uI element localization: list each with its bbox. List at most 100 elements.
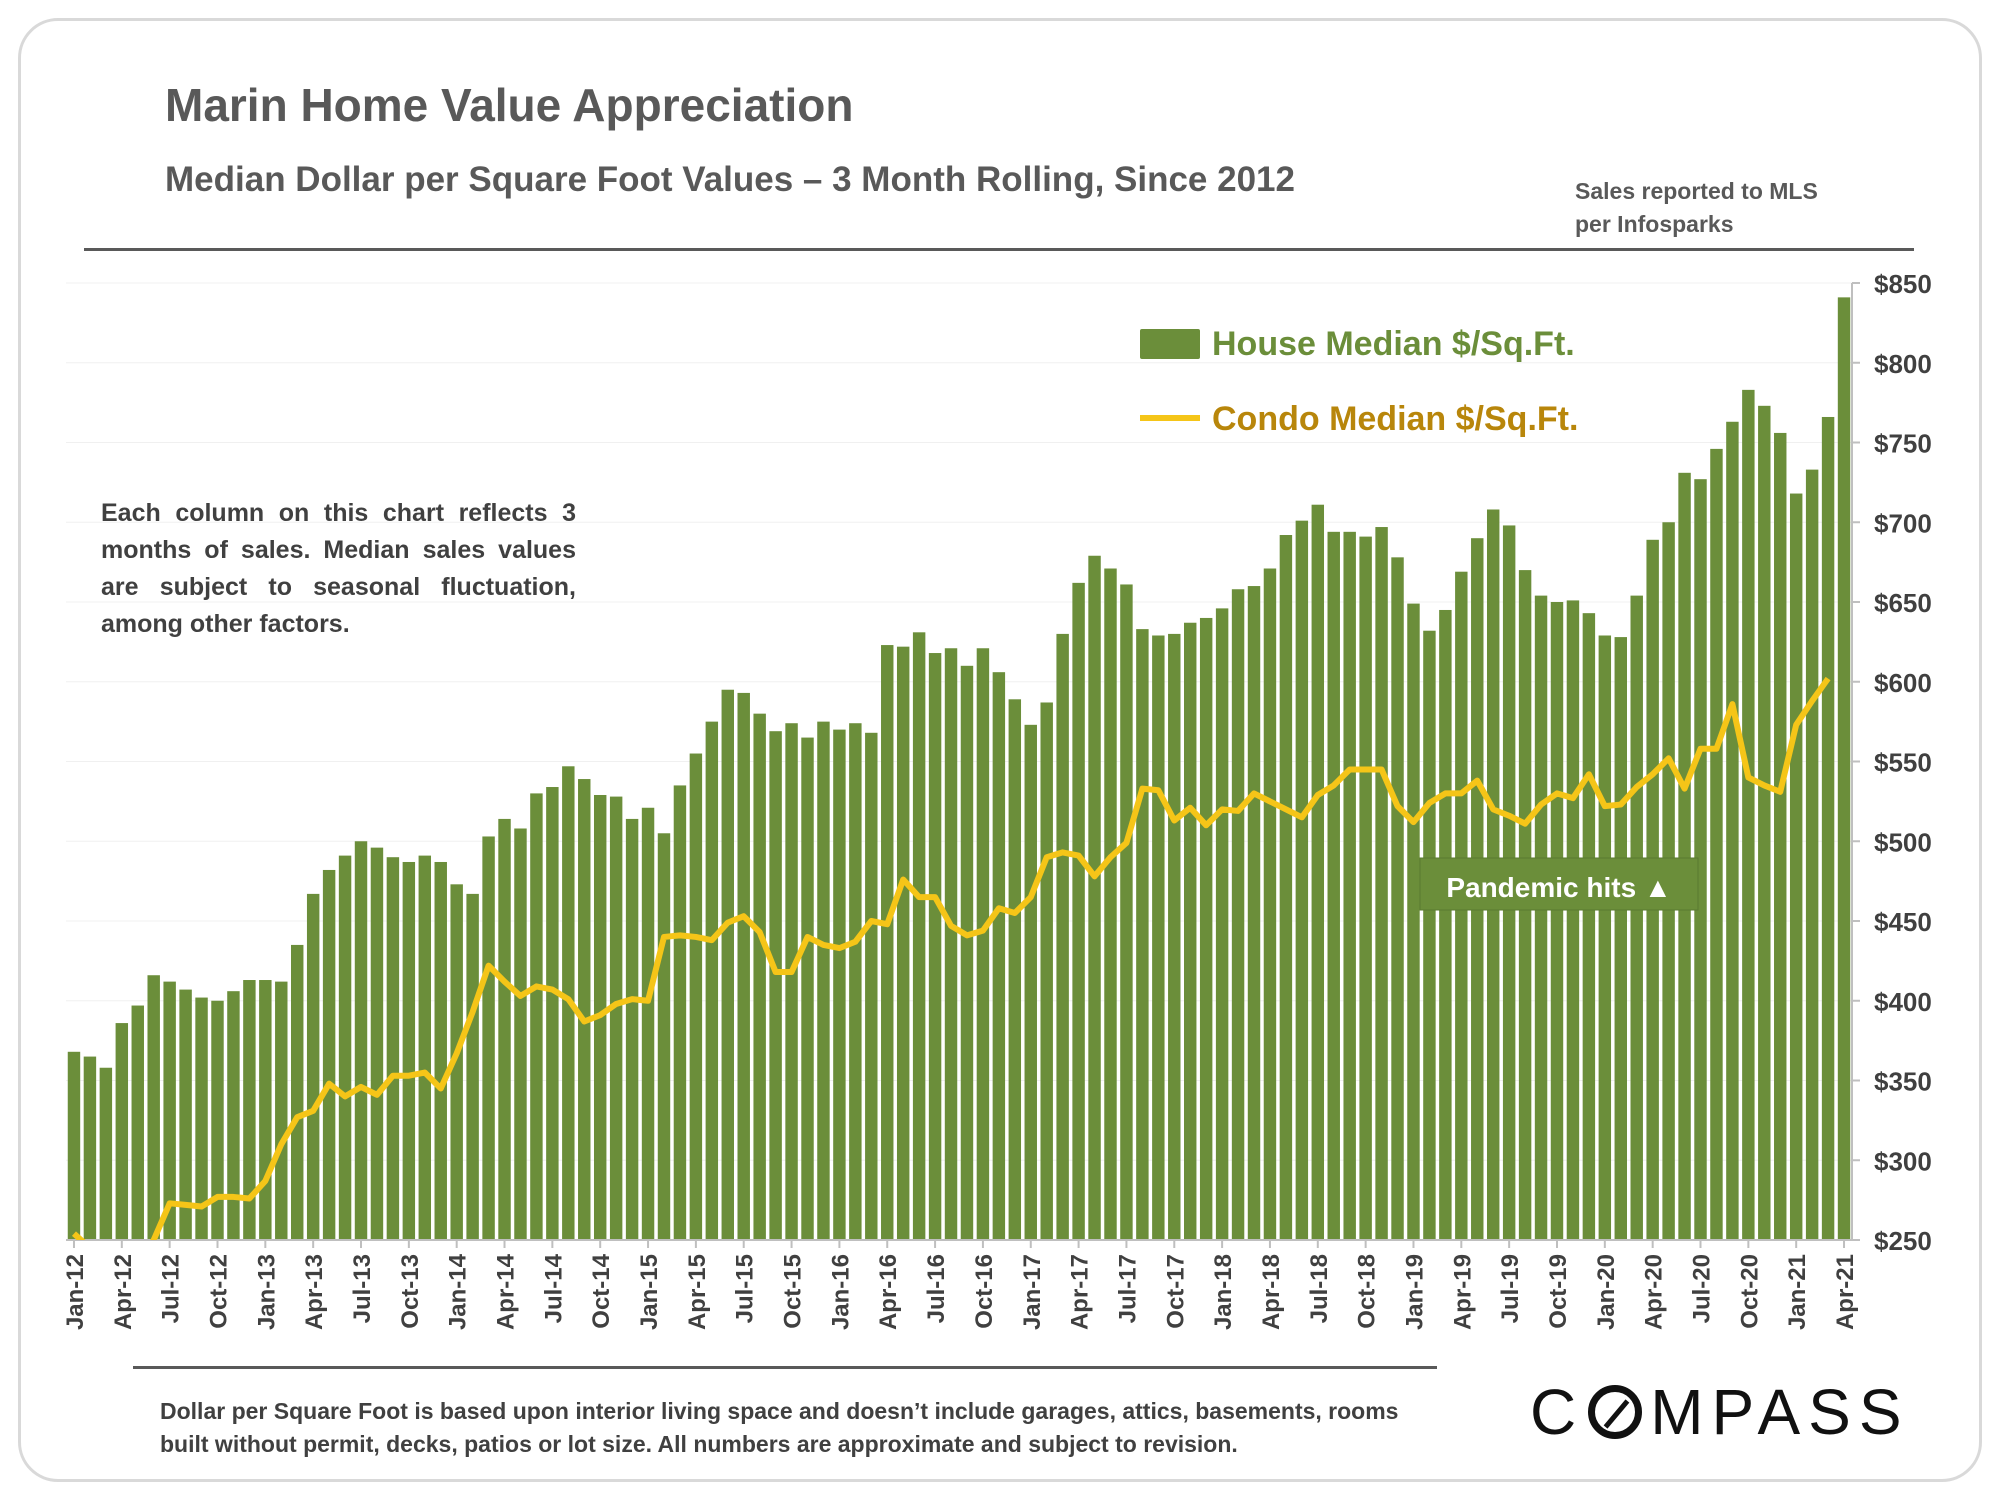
x-tick-label: Jul-12 [158, 1254, 185, 1323]
house-bar [1120, 584, 1133, 1240]
house-bar [482, 836, 495, 1240]
x-tick-label: Jul-19 [1497, 1254, 1524, 1323]
house-bar [1199, 617, 1213, 1240]
house-bar [1215, 608, 1229, 1240]
house-bar [1024, 724, 1037, 1240]
y-tick-label: $400 [1874, 987, 1932, 1017]
house-bar [1598, 635, 1612, 1240]
x-tick-label: Oct-12 [205, 1254, 232, 1329]
house-bar [881, 645, 894, 1240]
house-bar [418, 855, 432, 1240]
house-bar [1072, 582, 1085, 1240]
house-bar [1821, 416, 1835, 1241]
x-tick-label: Oct-16 [971, 1254, 998, 1329]
y-tick-label: $750 [1874, 429, 1932, 459]
house-bar [211, 1000, 224, 1240]
house-bar [291, 944, 304, 1240]
logo-compass-icon [1588, 1385, 1643, 1439]
x-tick-label: Jan-21 [1784, 1254, 1811, 1330]
chart-subtitle: Median Dollar per Square Foot Values – 3… [165, 160, 1295, 199]
x-tick-label: Jan-12 [62, 1254, 89, 1330]
x-tick-label: Jul-14 [540, 1253, 567, 1323]
house-bar [960, 665, 974, 1240]
x-tick-label: Apr-16 [875, 1254, 902, 1330]
house-bar [67, 1051, 81, 1240]
x-tick-label: Oct-18 [1354, 1254, 1381, 1329]
house-bar [1391, 557, 1404, 1240]
house-bar [1789, 493, 1803, 1240]
house-bar [1247, 586, 1261, 1240]
x-tick-label: Apr-15 [684, 1254, 711, 1330]
house-bar [1088, 555, 1101, 1240]
house-bar [944, 648, 958, 1240]
x-tick-label: Oct-13 [397, 1254, 424, 1329]
y-tick-label: $600 [1874, 668, 1932, 698]
condo-series-line [71, 676, 1831, 1240]
house-bar [1837, 297, 1851, 1241]
house-bar [99, 1067, 113, 1240]
house-bar [1231, 589, 1245, 1240]
x-tick-label: Apr-17 [1067, 1254, 1094, 1330]
y-tick-label: $800 [1874, 349, 1932, 379]
pandemic-annotation-text: Pandemic hits ▲ [1446, 872, 1671, 903]
house-bar [721, 689, 734, 1240]
house-bar [673, 785, 687, 1240]
x-tick-label: Jul-15 [732, 1254, 759, 1323]
house-bar [195, 997, 208, 1240]
house-bar [1694, 479, 1707, 1240]
house-bar [657, 833, 671, 1240]
house-bar [1550, 602, 1564, 1240]
x-tick-label: Oct-15 [780, 1254, 807, 1329]
x-tick-label: Apr-14 [493, 1253, 520, 1330]
house-bar [322, 869, 336, 1240]
house-bar [306, 893, 320, 1240]
house-bar [115, 1023, 129, 1240]
house-bar [1359, 536, 1372, 1240]
legend-swatch-house [1140, 329, 1200, 359]
x-tick-label: Jan-15 [636, 1254, 663, 1330]
house-bar [1758, 405, 1771, 1240]
pandemic-annotation-box [1419, 857, 1699, 911]
x-tick-label: Jul-16 [923, 1254, 950, 1323]
logo-letter-c: C [1530, 1376, 1585, 1448]
house-bar [641, 807, 655, 1240]
house-bar [1582, 613, 1596, 1240]
house-bar [833, 729, 846, 1240]
house-bar [530, 793, 543, 1240]
house-bar [1614, 637, 1627, 1240]
y-tick-label: $550 [1874, 748, 1932, 778]
house-bar [386, 857, 400, 1240]
house-bar [1263, 568, 1277, 1240]
house-bar [1136, 629, 1149, 1240]
house-bar [801, 737, 814, 1240]
x-tick-label: Jan-14 [445, 1253, 472, 1330]
x-tick-label: Apr-13 [301, 1254, 328, 1330]
house-bar [338, 855, 352, 1240]
house-bar [83, 1056, 97, 1240]
house-bar [179, 989, 192, 1240]
house-bar [912, 632, 926, 1240]
house-bar [1710, 448, 1723, 1240]
house-bar [147, 975, 160, 1240]
house-bar [163, 981, 176, 1240]
y-tick-label: $650 [1874, 588, 1932, 618]
compass-logo: C MPASS [1530, 1375, 1910, 1449]
house-bar [785, 723, 798, 1240]
house-bar [402, 861, 416, 1240]
house-bar [498, 818, 511, 1240]
chart-title: Marin Home Value Appreciation [165, 79, 854, 131]
house-bar [466, 893, 479, 1240]
house-bar [992, 672, 1006, 1240]
house-bar [689, 753, 703, 1240]
house-bar [1566, 600, 1580, 1240]
x-tick-label: Jan-13 [253, 1254, 280, 1330]
house-bar [259, 980, 272, 1240]
source-line-1: Sales reported to MLS [1575, 178, 1818, 204]
house-bar [1630, 595, 1643, 1240]
house-bar [928, 653, 942, 1240]
x-tick-label: Apr-20 [1641, 1254, 1668, 1330]
house-bar [1678, 472, 1691, 1240]
logo-letters-mpass: MPASS [1650, 1376, 1910, 1448]
chart-note: Each column on this chart reflects 3 mon… [101, 499, 576, 638]
